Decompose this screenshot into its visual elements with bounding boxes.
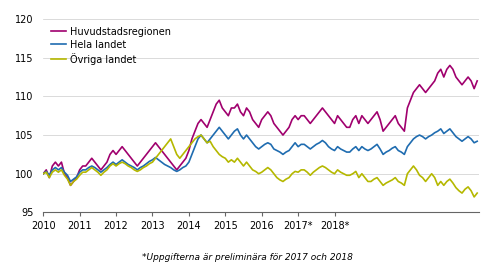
Huvudstadsregionen: [40, 172, 46, 175]
Övriga landet: [174, 153, 180, 156]
Övriga landet: [71, 180, 77, 183]
Huvudstadsregionen: [447, 64, 453, 67]
Övriga landet: [392, 176, 398, 179]
Huvudstadsregionen: [474, 79, 480, 82]
Övriga landet: [198, 134, 204, 137]
Hela landet: [68, 180, 74, 183]
Övriga landet: [40, 172, 46, 175]
Line: Hela landet: Hela landet: [43, 127, 477, 182]
Hela landet: [395, 149, 401, 152]
Hela landet: [177, 168, 183, 171]
Line: Övriga landet: Övriga landet: [43, 135, 477, 197]
Huvudstadsregionen: [177, 164, 183, 167]
Hela landet: [474, 140, 480, 143]
Huvudstadsregionen: [398, 126, 404, 129]
Övriga landet: [398, 182, 404, 185]
Övriga landet: [471, 195, 477, 198]
Huvudstadsregionen: [74, 176, 80, 179]
Huvudstadsregionen: [353, 114, 359, 117]
Hela landet: [216, 126, 222, 129]
Övriga landet: [474, 192, 480, 195]
Huvudstadsregionen: [107, 153, 113, 156]
Legend: Huvudstadsregionen, Hela landet, Övriga landet: Huvudstadsregionen, Hela landet, Övriga …: [48, 24, 174, 67]
Hela landet: [74, 175, 80, 178]
Hela landet: [107, 163, 113, 166]
Hela landet: [40, 172, 46, 175]
Line: Huvudstadsregionen: Huvudstadsregionen: [43, 65, 477, 185]
Huvudstadsregionen: [392, 114, 398, 117]
Huvudstadsregionen: [68, 184, 74, 187]
Övriga landet: [353, 170, 359, 173]
Övriga landet: [104, 168, 110, 171]
Hela landet: [356, 149, 362, 152]
Text: *Uppgifterna är preliminära för 2017 och 2018: *Uppgifterna är preliminära för 2017 och…: [142, 253, 352, 262]
Hela landet: [402, 153, 408, 156]
